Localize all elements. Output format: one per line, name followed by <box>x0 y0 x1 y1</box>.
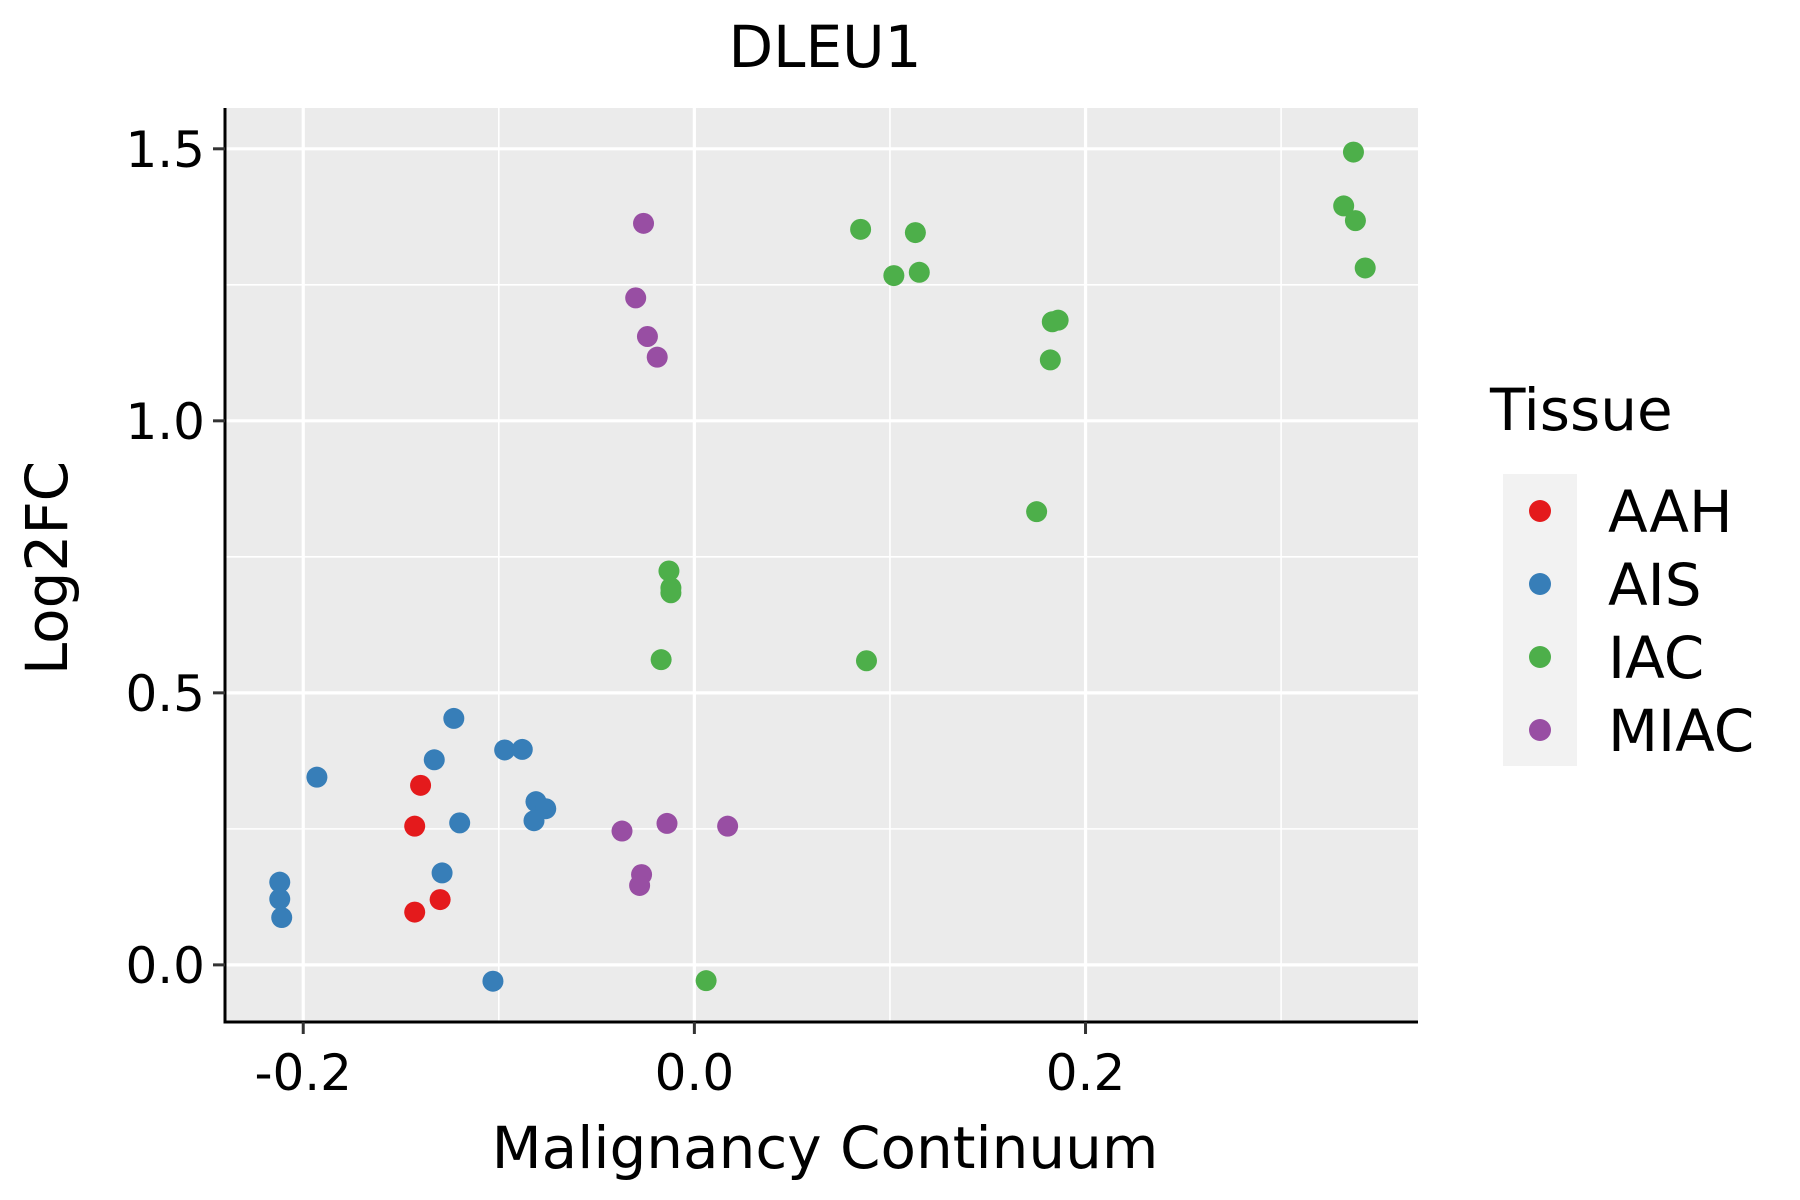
legend-key-aah <box>1529 500 1551 522</box>
data-point-miac <box>656 812 678 834</box>
data-point-iac <box>1047 309 1069 331</box>
data-point-iac <box>1344 210 1366 232</box>
data-point-iac <box>650 649 672 671</box>
legend-label-miac: MIAC <box>1608 697 1754 765</box>
data-point-miac <box>633 212 655 234</box>
data-point-iac <box>1026 501 1048 523</box>
legend-key-miac <box>1529 719 1551 741</box>
data-point-ais <box>511 738 533 760</box>
y-tick-label: 1.5 <box>125 121 205 179</box>
data-point-ais <box>523 810 545 832</box>
data-point-miac <box>646 346 668 368</box>
x-tick-label: 0.2 <box>1046 1044 1126 1102</box>
data-point-ais <box>494 739 516 761</box>
data-point-iac <box>660 582 682 604</box>
data-point-ais <box>306 766 328 788</box>
series-iac <box>650 141 1376 992</box>
plot-panel <box>225 108 1418 1022</box>
y-axis-title: Log2FC <box>13 461 81 675</box>
data-point-iac <box>1354 257 1376 279</box>
data-point-ais <box>269 888 291 910</box>
y-tick-label: 1.0 <box>125 393 205 451</box>
data-point-iac <box>855 650 877 672</box>
data-point-ais <box>449 812 471 834</box>
data-point-iac <box>1039 349 1061 371</box>
legend-title: Tissue <box>1489 376 1673 444</box>
data-point-miac <box>636 326 658 347</box>
data-point-iac <box>883 265 905 287</box>
chart-title: DLEU1 <box>729 13 922 81</box>
data-point-aah <box>404 901 426 923</box>
data-point-iac <box>1333 195 1355 217</box>
data-point-ais <box>271 907 293 929</box>
data-point-aah <box>410 774 432 796</box>
data-point-miac <box>625 287 647 309</box>
data-point-ais <box>443 707 465 729</box>
y-tick-label: 0.0 <box>125 937 205 995</box>
data-point-aah <box>429 889 451 911</box>
data-point-iac <box>850 218 872 240</box>
x-tick-label: -0.2 <box>254 1044 352 1102</box>
data-point-miac <box>717 815 739 837</box>
legend-label-iac: IAC <box>1608 624 1704 692</box>
legend-key-iac <box>1529 646 1551 668</box>
data-point-aah <box>404 815 426 837</box>
legend-key-ais <box>1529 573 1551 595</box>
legend-label-aah: AAH <box>1608 478 1733 546</box>
data-point-ais <box>482 970 504 992</box>
data-point-iac <box>908 261 930 283</box>
data-point-ais <box>431 862 453 884</box>
data-point-iac <box>904 222 926 244</box>
series-miac <box>611 212 739 896</box>
x-tick-label: 0.0 <box>655 1044 735 1102</box>
data-point-iac <box>695 970 717 992</box>
data-point-miac <box>611 820 633 842</box>
legend-label-ais: AIS <box>1608 551 1702 619</box>
data-point-iac <box>658 560 680 582</box>
data-point-ais <box>269 871 291 893</box>
series-aah <box>404 774 451 923</box>
x-axis-title: Malignancy Continuum <box>492 1114 1159 1182</box>
data-point-iac <box>1342 141 1364 163</box>
y-tick-label: 0.5 <box>125 665 205 723</box>
series-ais <box>269 707 557 992</box>
plot-area: -0.2 0.0 0.2 0.0 0.5 1.0 1.5 <box>125 108 1418 1102</box>
data-point-miac <box>629 874 651 896</box>
data-point-ais <box>423 749 445 771</box>
legend-key-background <box>1503 474 1577 766</box>
